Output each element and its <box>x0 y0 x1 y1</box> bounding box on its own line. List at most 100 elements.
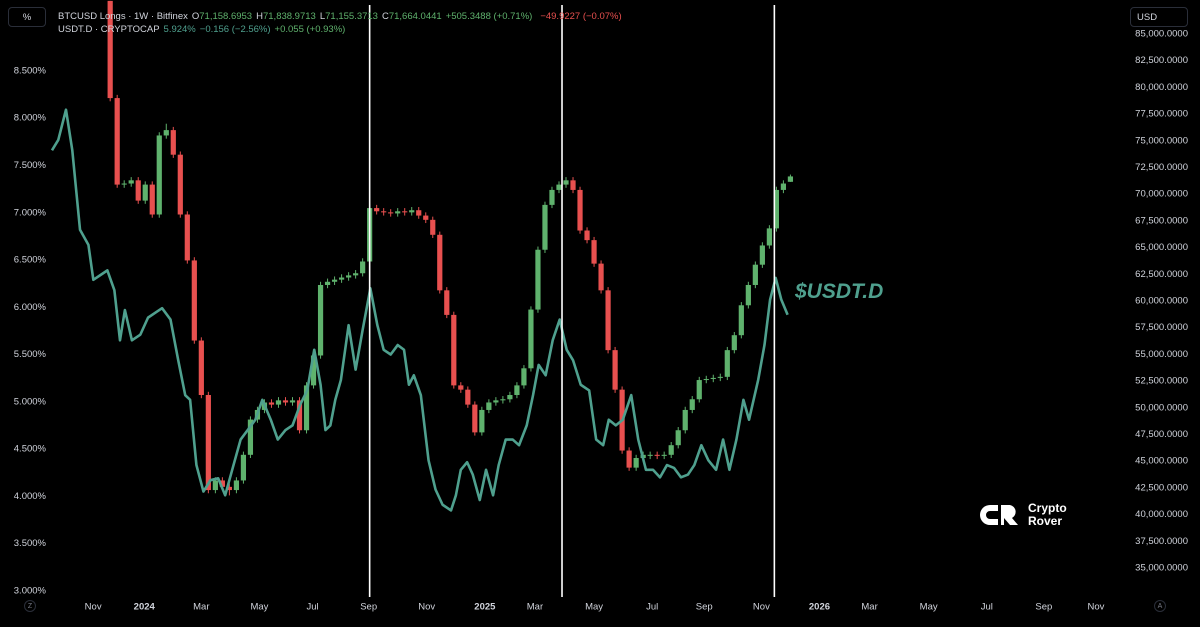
candle-body <box>226 486 232 491</box>
candle-body <box>296 400 303 431</box>
candle-body <box>430 219 436 235</box>
candle-body <box>647 454 653 456</box>
candle-body <box>156 135 162 215</box>
y2-tick-label: 42,500.0000 <box>1135 482 1188 493</box>
candle-body <box>675 430 681 446</box>
y2-tick-label: 67,500.0000 <box>1135 215 1188 226</box>
series-name: BTCUSD Longs · 1W · Bitfinex <box>58 11 188 22</box>
candle-body <box>219 480 225 487</box>
candle-body <box>780 183 787 190</box>
ohlc-value: 71,158.6953 <box>199 11 253 22</box>
candle-body <box>521 368 527 386</box>
candle-body <box>149 184 155 215</box>
x-tick-label: Nov <box>1088 602 1105 613</box>
ohlc-value: 71,155.3713 <box>325 11 378 22</box>
y2-tick-label: 35,000.0000 <box>1135 563 1188 574</box>
ohlc: L71,155.3713 <box>320 11 378 22</box>
x-tick-label: Jul <box>981 602 993 613</box>
candle-body <box>493 400 499 403</box>
y2-axis-label[interactable]: USD <box>1130 7 1188 27</box>
candle-body <box>479 409 485 433</box>
control-button[interactable]: A <box>1154 600 1166 612</box>
watermark-text: Crypto Rover <box>1028 502 1067 528</box>
x-tick-label: 2025 <box>474 602 496 613</box>
line-value: 5.924% <box>163 24 196 35</box>
candle-body <box>114 98 120 185</box>
candle-body <box>570 180 576 190</box>
y-axis-label[interactable]: % <box>8 7 46 27</box>
candle-body <box>668 445 674 455</box>
y-tick-label: 6.000% <box>14 302 47 313</box>
candle-body <box>388 212 394 214</box>
ohlc-label: O <box>191 11 200 22</box>
candle-body <box>682 409 688 431</box>
candle-body <box>409 210 415 213</box>
y2-tick-label: 82,500.0000 <box>1135 55 1188 66</box>
candle-body <box>240 454 247 481</box>
control-button[interactable]: Z <box>24 600 36 612</box>
change: −0.156 (−2.56%) <box>199 24 271 35</box>
candle-body <box>338 277 345 280</box>
ohlc-label: C <box>381 11 389 22</box>
candle-body <box>268 402 275 405</box>
candle-body <box>535 249 541 310</box>
candle-body <box>745 284 751 306</box>
candle-body <box>605 290 611 351</box>
plot-area <box>50 0 794 597</box>
candle-body <box>324 281 331 285</box>
y-tick-label: 3.000% <box>14 585 47 596</box>
ohlc-value: 71,664.0441 <box>388 11 442 22</box>
y2-tick-label: 70,000.0000 <box>1135 189 1188 200</box>
candle-body <box>423 215 429 220</box>
candle-body <box>247 419 254 455</box>
candle-body <box>163 130 169 136</box>
candle-body <box>317 284 324 356</box>
candle-body <box>724 350 730 377</box>
y-tick-label: 4.500% <box>14 444 47 455</box>
y-tick-label: 6.500% <box>14 255 47 266</box>
candle-body <box>773 189 779 229</box>
candle-body <box>787 176 794 182</box>
ohlc: H71,838.9713 <box>256 11 316 22</box>
candle-body <box>500 399 506 401</box>
candle-body <box>584 230 590 241</box>
y2-tick-label: 45,000.0000 <box>1135 456 1188 467</box>
candle-body <box>458 385 464 390</box>
candle-body <box>738 305 744 336</box>
candle-body <box>212 480 218 491</box>
candle-body <box>381 211 387 213</box>
candle-legend: BTCUSD Longs · 1W · Bitfinex O71,158.695… <box>58 11 622 22</box>
x-tick-label: Nov <box>85 602 102 613</box>
candle-body <box>346 275 352 278</box>
y2-tick-label: 62,500.0000 <box>1135 269 1188 280</box>
candle-body <box>549 189 555 205</box>
y-tick-label: 4.000% <box>14 491 47 502</box>
candle-body <box>177 154 183 215</box>
candle-body <box>654 454 660 456</box>
annotation: $USDT.D <box>795 280 884 303</box>
candle-body <box>626 450 632 468</box>
extra-change: +0.055 (+0.93%) <box>274 24 346 35</box>
candle-body <box>577 189 583 231</box>
ohlc-label: H <box>256 11 263 22</box>
candle-body <box>121 183 127 185</box>
series-name: USDT.D · CRYPTOCAP <box>58 24 160 35</box>
y-tick-label: 3.500% <box>14 538 47 549</box>
candle-body <box>303 385 310 431</box>
x-tick-label: 2024 <box>134 602 156 613</box>
candle-body <box>696 380 702 400</box>
y2-tick-label: 50,000.0000 <box>1135 402 1188 413</box>
candle-body <box>374 208 380 212</box>
candle-body <box>563 180 569 185</box>
y-tick-label: 7.500% <box>14 160 47 171</box>
watermark: Crypto Rover <box>980 501 1067 529</box>
candle-body <box>184 214 190 261</box>
x-tick-label: 2026 <box>809 602 830 613</box>
candle-body <box>542 204 548 250</box>
x-tick-label: Nov <box>418 602 435 613</box>
candle-body <box>689 399 695 410</box>
y2-tick-label: 85,000.0000 <box>1135 29 1188 40</box>
candle-body <box>710 377 716 379</box>
